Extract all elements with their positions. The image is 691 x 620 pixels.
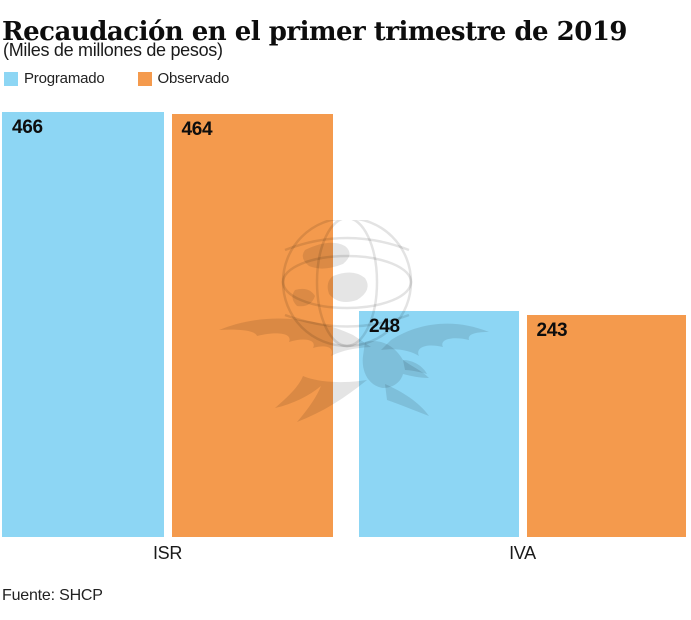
bar-value-label: 464 bbox=[181, 119, 213, 140]
legend-swatch-observado bbox=[137, 71, 152, 86]
bar-isr-programado: 466 bbox=[2, 112, 164, 537]
bar-group-isr: 466 464 ISR bbox=[2, 112, 333, 563]
bar-chart-plot-area: 466 464 ISR 248 243 IVA bbox=[0, 112, 691, 563]
legend-label-programado: Programado bbox=[24, 70, 105, 87]
bar-iva-programado: 248 bbox=[359, 311, 519, 537]
x-axis-label-isr: ISR bbox=[152, 543, 183, 563]
bar-isr-observado: 464 bbox=[171, 114, 333, 537]
legend-item-observado: Observado bbox=[137, 70, 230, 87]
bar-value-label: 243 bbox=[536, 320, 568, 341]
bar-value-label: 248 bbox=[369, 316, 400, 337]
chart-title: Recaudación en el primer trimestre de 20… bbox=[2, 17, 628, 48]
legend-label-observado: Observado bbox=[157, 70, 230, 87]
bar-iva-observado: 243 bbox=[526, 315, 686, 537]
bar-value-label: 466 bbox=[12, 117, 43, 138]
source-note: Fuente: SHCP bbox=[2, 587, 103, 604]
x-axis-label-iva: IVA bbox=[509, 543, 536, 563]
legend-item-programado: Programado bbox=[4, 70, 105, 87]
legend-swatch-programado bbox=[4, 71, 18, 86]
chart-subtitle: (Miles de millones de pesos) bbox=[3, 40, 223, 60]
bar-group-iva: 248 243 IVA bbox=[359, 112, 686, 563]
legend: Programado Observado bbox=[4, 70, 229, 87]
